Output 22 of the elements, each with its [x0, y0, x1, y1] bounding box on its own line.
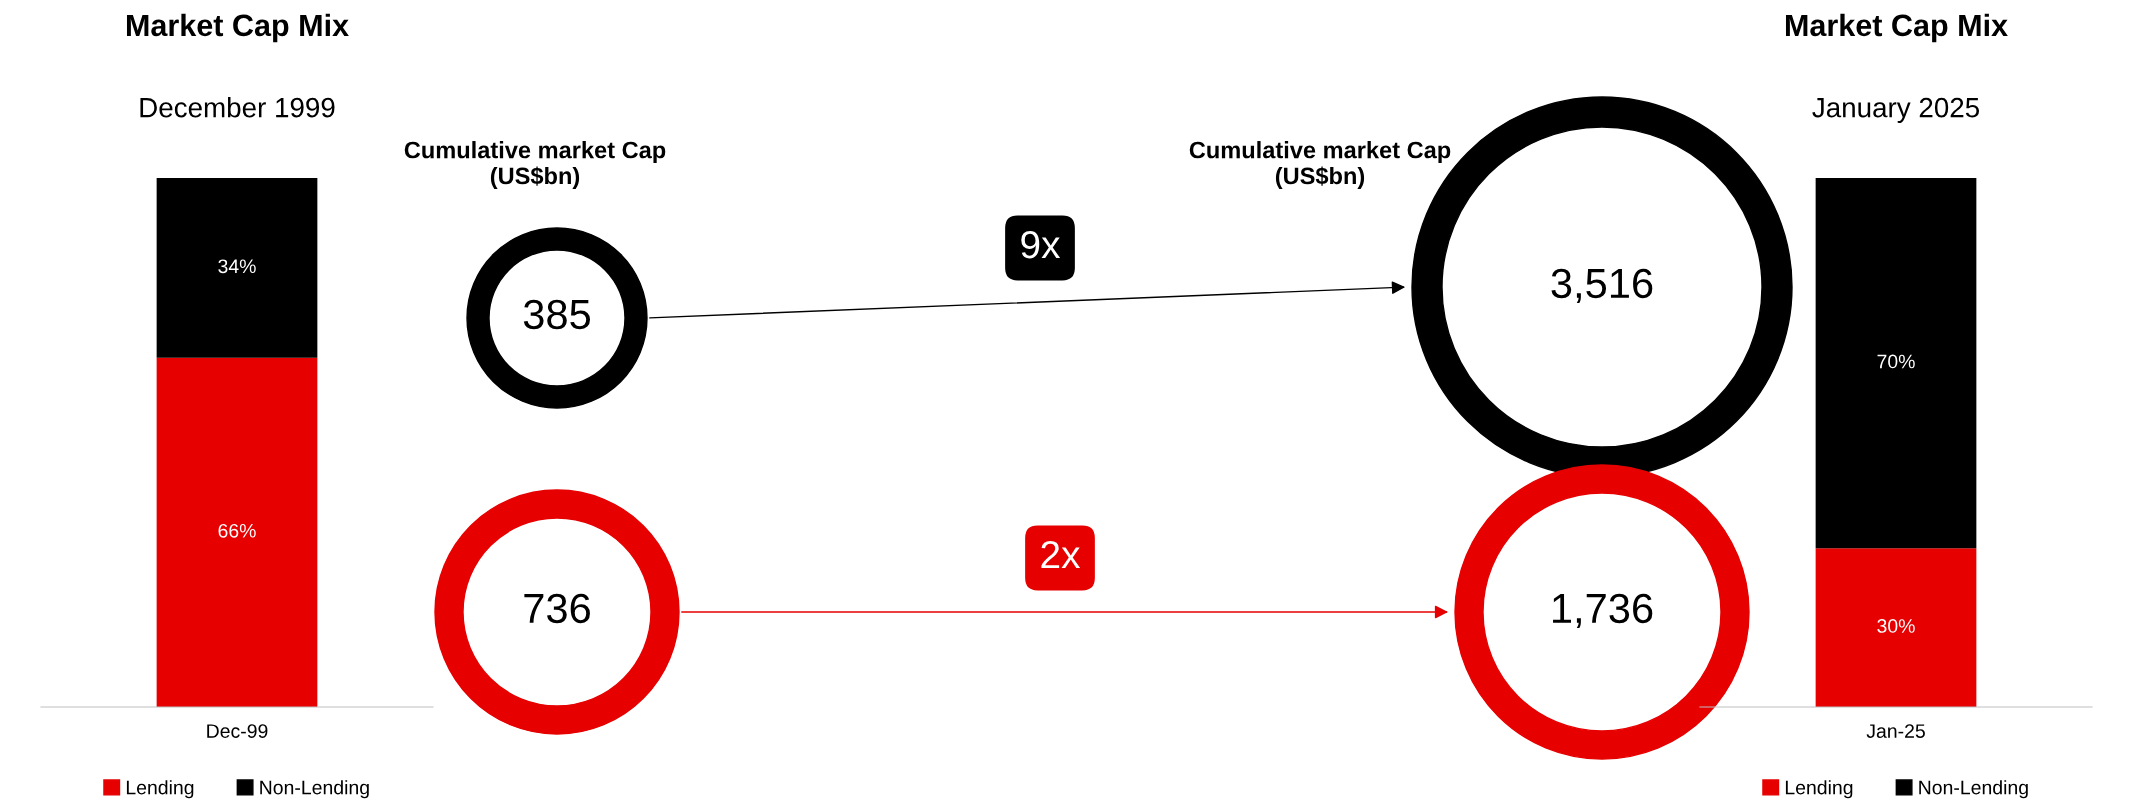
text: 736 [524, 593, 590, 624]
data-label: 70% [1877, 354, 1915, 369]
data-label: 30% [1877, 619, 1915, 633]
legend-label: Lending [1785, 780, 1853, 799]
legend-label: Non-Lending [260, 780, 369, 799]
text: Cumulative market Cap (US$bn) [404, 141, 666, 189]
legend-label: Lending [126, 780, 194, 799]
text: 385 [523, 299, 591, 330]
chart-title: Market Cap Mix [126, 13, 349, 43]
text: 9x [1021, 230, 1061, 259]
legend-label: Non-Lending [1919, 780, 2028, 799]
x-tick-label: Dec-99 [207, 724, 268, 738]
chart-subtitle: December 1999 [140, 97, 335, 118]
text: Cumulative market Cap (US$bn) [1189, 141, 1451, 189]
data-label: 34% [218, 259, 256, 274]
text: 2x [1041, 540, 1081, 569]
chart-title: Market Cap Mix [1785, 13, 2008, 43]
chart-subtitle: January 2025 [1812, 97, 1980, 123]
text: 3,516 [1551, 268, 1653, 304]
text: 1,736 [1553, 593, 1653, 629]
data-label: 66% [218, 523, 256, 538]
x-tick-label: Jan-25 [1866, 724, 1925, 738]
